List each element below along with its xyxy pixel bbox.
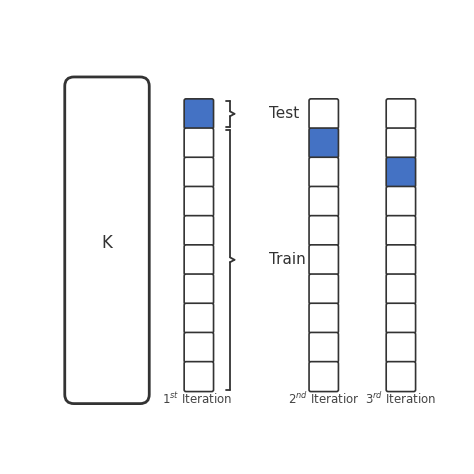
Text: Test: Test [269,106,299,121]
FancyBboxPatch shape [309,332,338,362]
FancyBboxPatch shape [309,303,338,333]
FancyBboxPatch shape [386,274,416,304]
FancyBboxPatch shape [386,216,416,246]
FancyBboxPatch shape [309,362,338,392]
FancyBboxPatch shape [386,362,416,392]
FancyBboxPatch shape [184,362,213,392]
Text: 2$^{nd}$ Iteratior: 2$^{nd}$ Iteratior [288,392,359,407]
FancyBboxPatch shape [184,157,213,187]
FancyBboxPatch shape [184,274,213,304]
FancyBboxPatch shape [386,332,416,362]
FancyBboxPatch shape [309,128,338,158]
FancyBboxPatch shape [386,303,416,333]
Text: K: K [101,234,112,252]
FancyBboxPatch shape [309,186,338,216]
FancyBboxPatch shape [386,99,416,129]
FancyBboxPatch shape [386,245,416,275]
FancyBboxPatch shape [184,245,213,275]
FancyBboxPatch shape [184,186,213,216]
FancyBboxPatch shape [184,216,213,246]
Text: 1$^{st}$ Iteration: 1$^{st}$ Iteration [162,392,232,407]
FancyBboxPatch shape [309,99,338,129]
FancyBboxPatch shape [184,332,213,362]
FancyBboxPatch shape [386,157,416,187]
FancyBboxPatch shape [309,157,338,187]
FancyBboxPatch shape [386,128,416,158]
FancyBboxPatch shape [386,186,416,216]
FancyBboxPatch shape [309,274,338,304]
FancyBboxPatch shape [65,77,149,404]
Text: Train: Train [269,252,305,267]
FancyBboxPatch shape [184,128,213,158]
FancyBboxPatch shape [184,99,213,129]
Text: 3$^{rd}$ Iteration: 3$^{rd}$ Iteration [365,392,437,407]
FancyBboxPatch shape [309,245,338,275]
FancyBboxPatch shape [184,303,213,333]
FancyBboxPatch shape [309,216,338,246]
